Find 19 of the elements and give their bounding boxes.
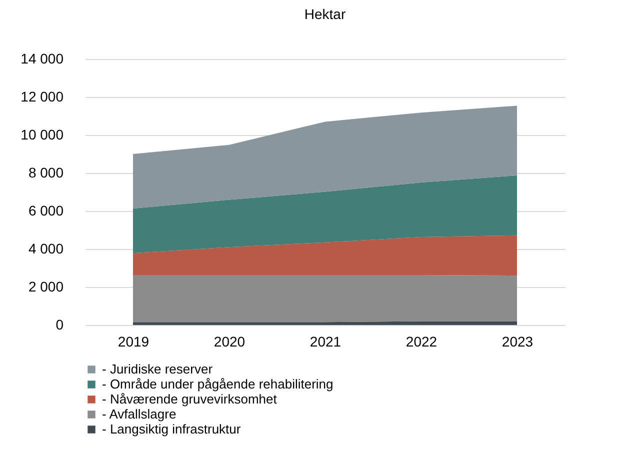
x-tick-label: 2021: [310, 334, 342, 350]
x-tick-label: 2019: [118, 334, 150, 350]
y-tick-label: 6 000: [28, 202, 64, 218]
y-tick-label: 14 000: [20, 50, 64, 66]
chart-title: Hektar: [304, 6, 346, 22]
y-tick-label: 2 000: [28, 278, 64, 294]
legend-label: - Område under pågående rehabilitering: [102, 376, 334, 392]
legend-label: - Nåværende gruvevirksomhet: [102, 392, 278, 406]
y-tick-label: 12 000: [20, 88, 64, 104]
legend-label: - Langsiktig infrastruktur: [102, 422, 242, 436]
legend-label: - Juridiske reserver: [102, 362, 214, 376]
x-tick-label: 2023: [502, 334, 534, 350]
legend-label: - Avfallslagre: [102, 406, 176, 422]
x-tick-label: 2022: [406, 334, 438, 350]
y-tick-label: 0: [56, 316, 64, 332]
y-tick-label: 8 000: [28, 164, 64, 180]
y-tick-label: 4 000: [28, 240, 64, 256]
x-tick-label: 2020: [214, 334, 246, 350]
y-tick-label: 10 000: [20, 126, 64, 142]
